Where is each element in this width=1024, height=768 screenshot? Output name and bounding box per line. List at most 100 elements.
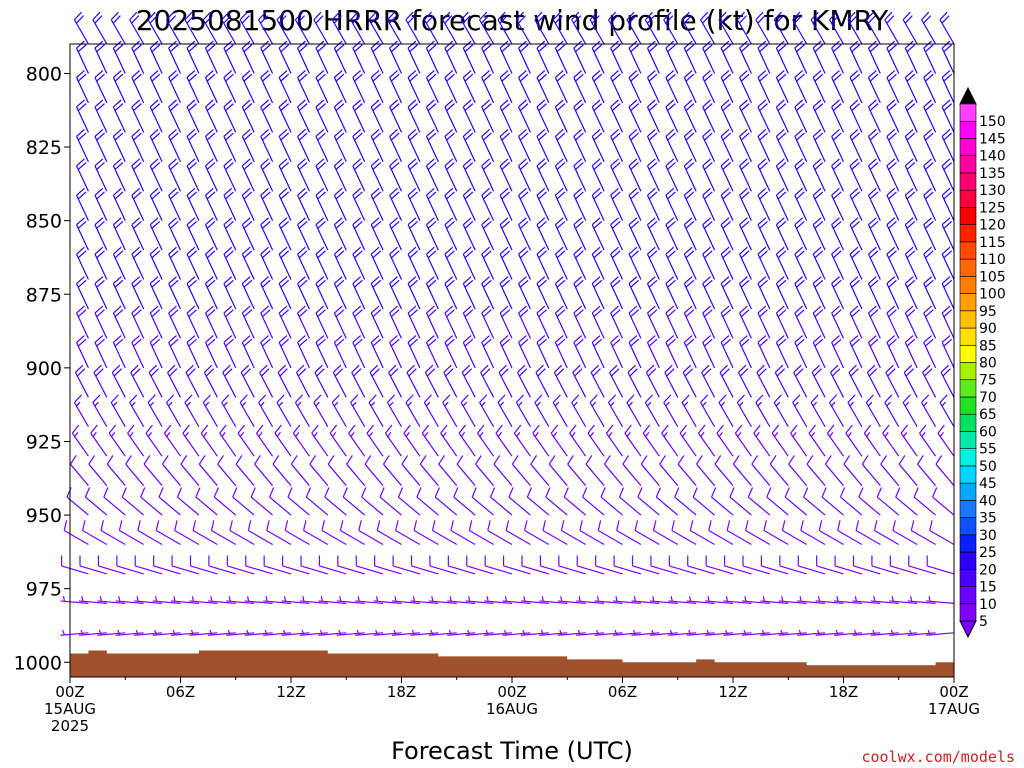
wind-barb: [849, 246, 863, 280]
wind-barb: [797, 596, 826, 604]
wind-barb: [250, 487, 273, 516]
wind-barb: [753, 424, 771, 457]
wind-barb: [794, 305, 808, 339]
wind-barb: [634, 520, 660, 546]
wind-barb: [313, 11, 329, 45]
wind-barb: [539, 629, 568, 636]
wind-barb: [321, 520, 347, 546]
wind-barb: [689, 520, 715, 546]
wind-barb: [241, 128, 255, 163]
wind-barb: [348, 424, 366, 457]
wind-barb: [407, 217, 421, 251]
wind-barb: [112, 305, 126, 339]
wind-barb: [631, 596, 660, 604]
colorbar-label: 125: [979, 200, 1006, 216]
wind-barb: [941, 246, 955, 280]
wind-barb: [425, 305, 439, 339]
wind-barb: [315, 158, 329, 192]
wind-barb: [424, 364, 439, 398]
colorbar-label: 120: [979, 218, 1006, 234]
colorbar-swatch: [959, 431, 977, 449]
wind-barb: [444, 246, 458, 280]
wind-barb: [518, 217, 531, 251]
wind-barb: [552, 394, 568, 428]
wind-barb: [573, 217, 587, 251]
wind-barb: [204, 158, 218, 192]
wind-barb: [198, 455, 218, 487]
wind-barb: [683, 246, 697, 280]
wind-barb: [366, 424, 384, 457]
wind-barb: [425, 99, 439, 133]
wind-barb: [861, 455, 881, 487]
wind-barb: [931, 487, 955, 516]
wind-barb: [663, 394, 679, 428]
wind-barb: [444, 187, 458, 221]
wind-barb: [739, 158, 752, 192]
wind-barb: [668, 629, 697, 636]
wind-barb: [499, 187, 513, 221]
wind-barb: [604, 455, 623, 487]
wind-barb: [810, 11, 826, 45]
wind-barb: [462, 217, 476, 251]
wind-barb: [147, 394, 163, 428]
wind-barb: [223, 335, 237, 369]
wind-barb: [258, 394, 274, 428]
wind-barb: [241, 40, 255, 74]
wind-barb: [867, 246, 881, 280]
wind-barb: [94, 70, 108, 104]
wind-barb: [702, 70, 716, 104]
wind-barb: [922, 364, 937, 398]
y-tick-label: 875: [26, 284, 62, 306]
wind-barb: [425, 187, 439, 221]
wind-barb: [794, 70, 808, 104]
wind-barb: [149, 70, 163, 104]
wind-barb: [610, 128, 624, 163]
wind-barb: [297, 128, 310, 163]
wind-barb: [481, 128, 495, 163]
wind-barb: [831, 217, 845, 251]
wind-barb: [573, 40, 587, 74]
wind-barb: [573, 335, 587, 369]
wind-barb: [594, 596, 623, 604]
wind-barb: [168, 217, 182, 251]
wind-barb: [941, 187, 955, 221]
wind-barb: [112, 99, 126, 133]
wind-barb: [591, 217, 605, 251]
wind-barb: [76, 187, 89, 221]
wind-barb: [812, 70, 826, 104]
wind-barb: [775, 276, 789, 310]
wind-barb: [683, 305, 697, 339]
wind-barb: [867, 158, 881, 192]
wind-barb: [373, 629, 402, 636]
wind-barb: [935, 455, 955, 487]
wind-barb: [573, 246, 587, 280]
colorbar-label: 5: [979, 614, 988, 630]
wind-barb: [103, 487, 126, 516]
wind-barb: [683, 70, 697, 104]
wind-barb: [847, 11, 863, 45]
wind-barb: [794, 158, 808, 192]
wind-barb: [170, 629, 199, 636]
wind-barb: [610, 217, 624, 251]
wind-barb: [757, 217, 771, 251]
wind-barb: [112, 246, 126, 280]
wind-barb: [774, 364, 789, 398]
wind-barb: [410, 629, 439, 636]
wind-barb: [131, 305, 145, 339]
wind-barb: [773, 394, 789, 428]
wind-barb: [315, 246, 329, 280]
wind-barb: [352, 158, 366, 192]
wind-barb: [333, 276, 347, 310]
wind-barb: [219, 424, 237, 457]
wind-barb: [646, 128, 660, 163]
wind-barb: [554, 158, 568, 192]
colorbar-label: 55: [979, 442, 997, 458]
wind-barb: [268, 487, 292, 516]
wind-barb: [518, 246, 531, 280]
wind-barb: [644, 394, 660, 428]
wind-barb: [563, 487, 587, 516]
colorbar-label: 115: [979, 235, 1006, 251]
wind-barb: [923, 305, 937, 339]
wind-barb: [627, 364, 642, 398]
wind-barb: [333, 217, 347, 251]
